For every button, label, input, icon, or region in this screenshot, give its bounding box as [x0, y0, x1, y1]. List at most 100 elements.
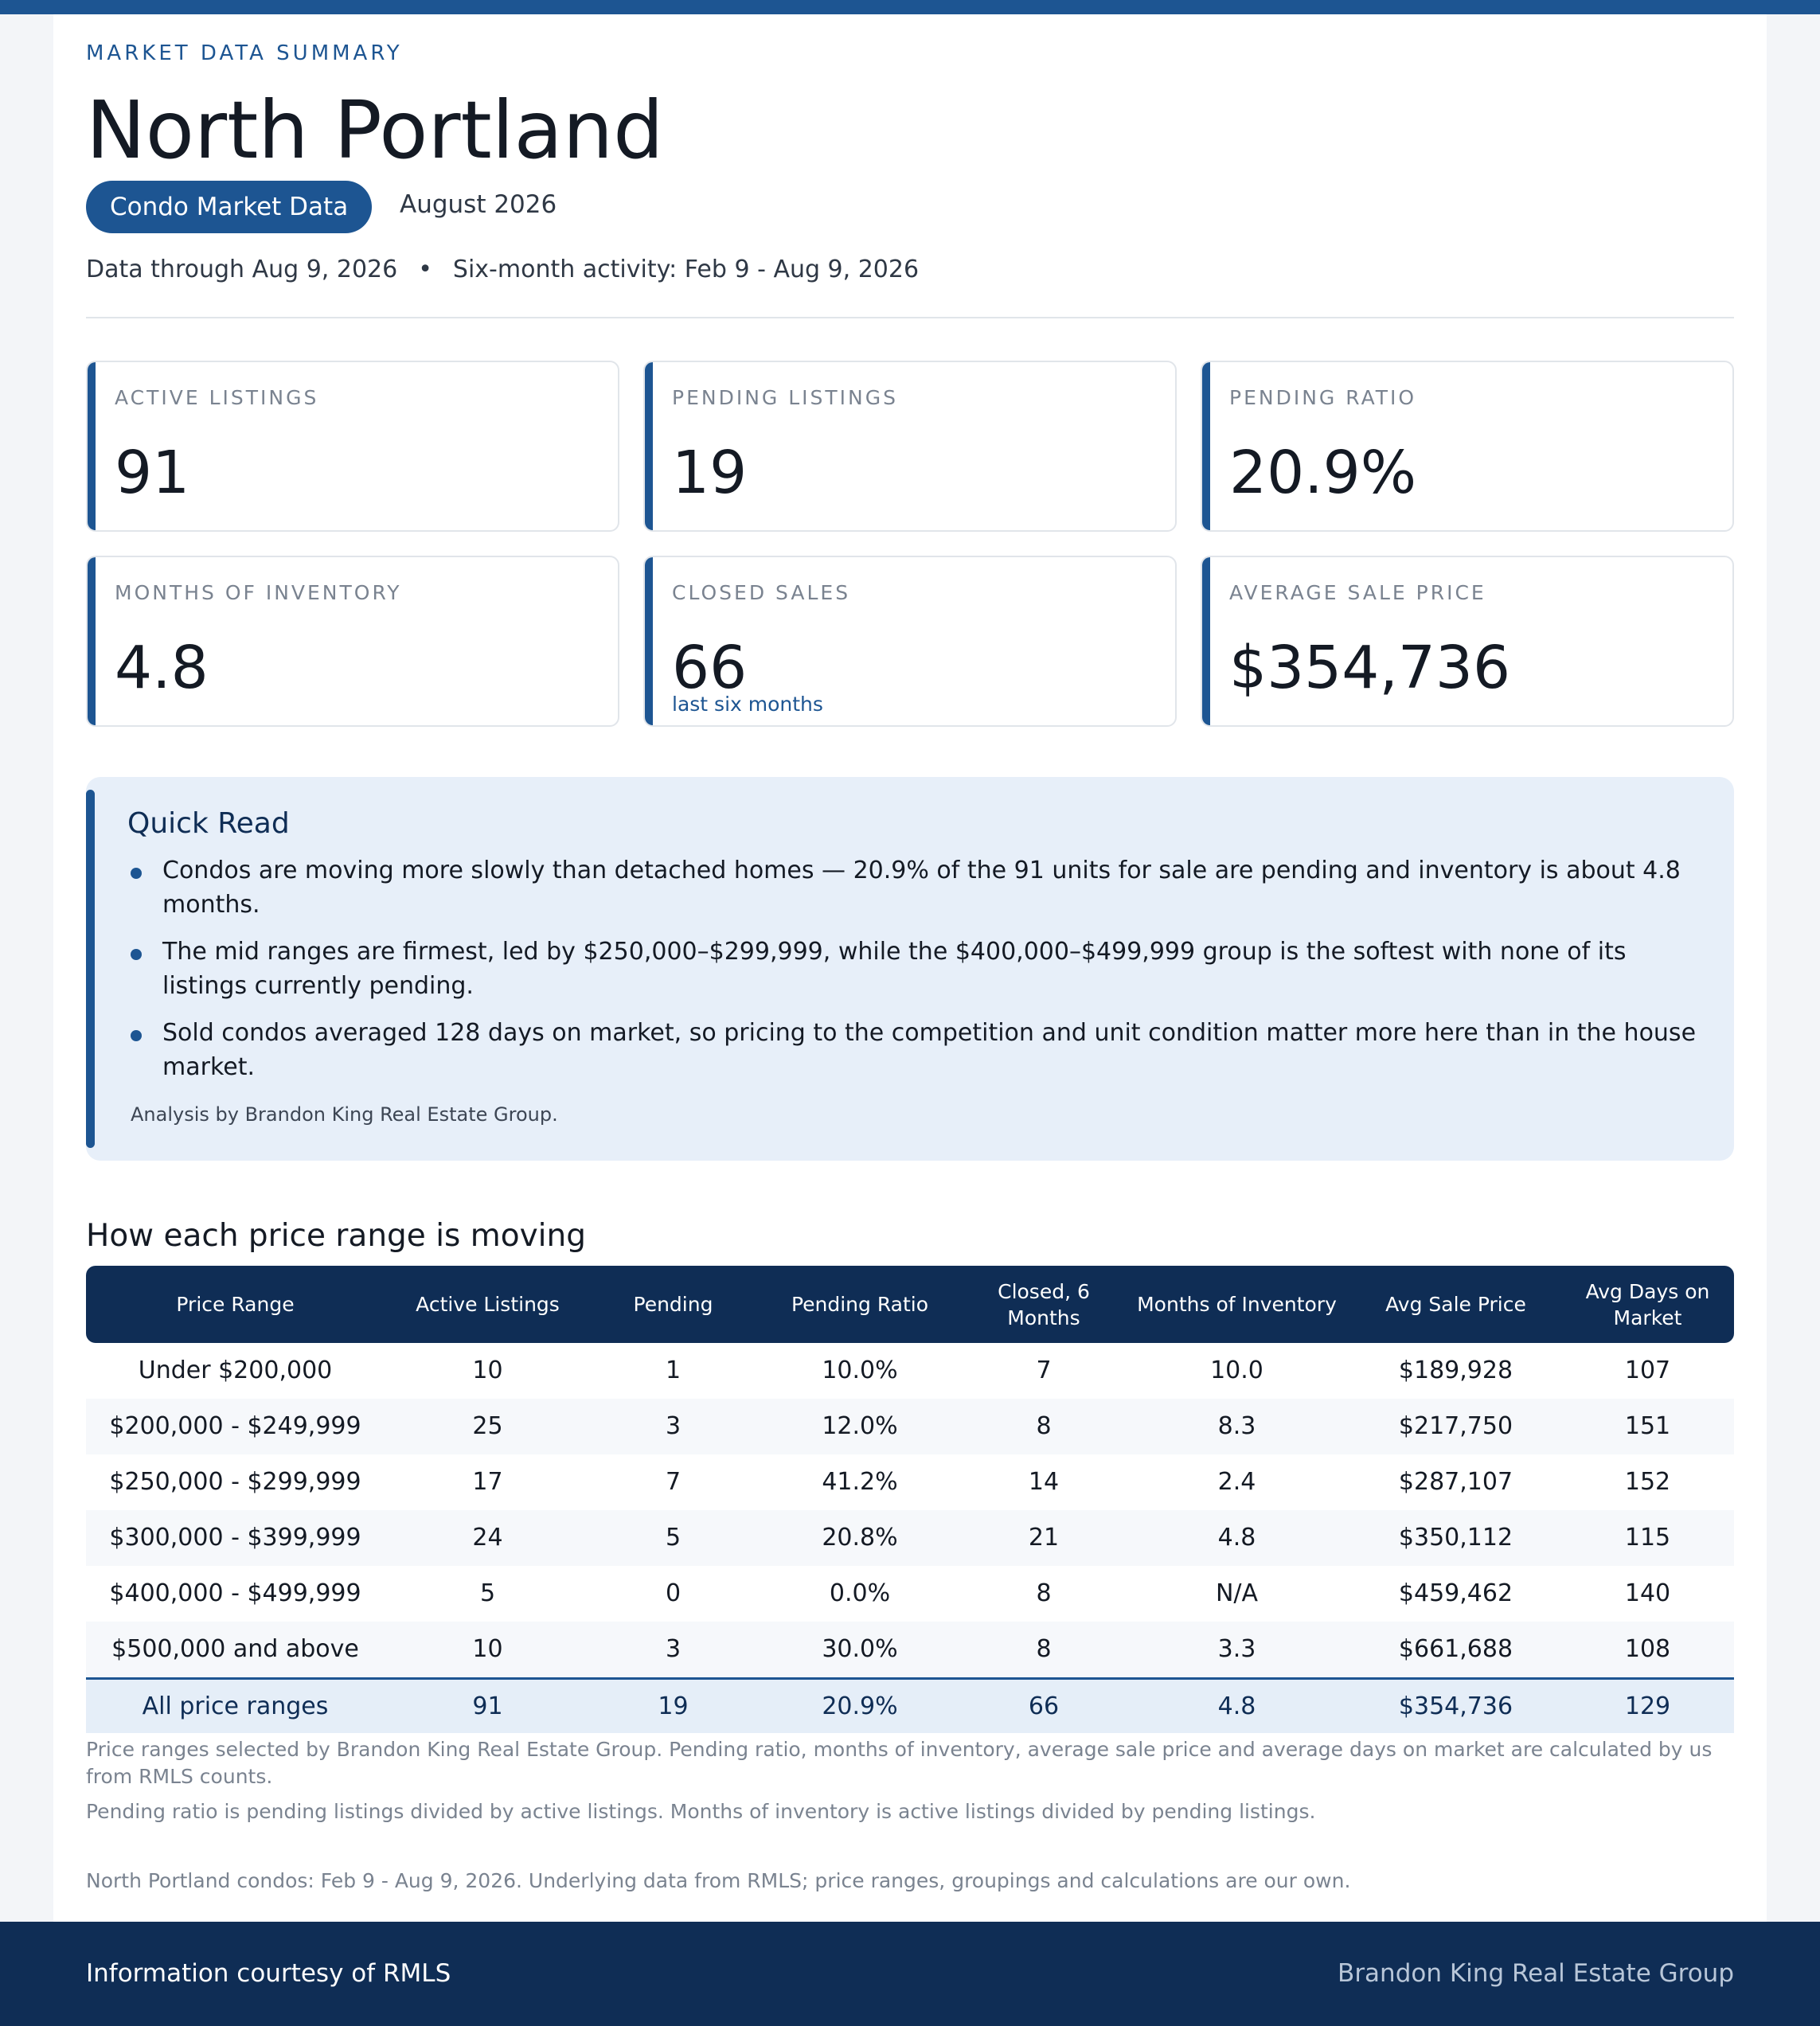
stat-value: 91 [115, 439, 190, 507]
stat-note: last six months [672, 693, 823, 716]
table-cell: $459,462 [1398, 1579, 1513, 1607]
footer-attribution: Information courtesy of RMLS [86, 1959, 451, 1988]
quick-read-accent [86, 790, 95, 1148]
table-row: $500,000 and above 10 3 30.0% 8 3.3 $661… [86, 1622, 1734, 1677]
table-footnote: Pending ratio is pending listings divide… [86, 1800, 1316, 1823]
column-header: Months of Inventory [1137, 1293, 1337, 1316]
table-cell: $217,750 [1398, 1412, 1513, 1440]
stat-value: 4.8 [115, 634, 209, 702]
table-cell: Under $200,000 [138, 1357, 333, 1384]
table-cell: 152 [1624, 1468, 1671, 1496]
table-cell: 140 [1624, 1579, 1671, 1607]
table-cell: 115 [1624, 1524, 1671, 1552]
report-period: August 2026 [400, 190, 557, 219]
list-item-text: The mid ranges are firmest, led by $250,… [162, 938, 1627, 1000]
list-item-text: Sold condos averaged 128 days on market,… [162, 1019, 1697, 1081]
table-cell: $354,736 [1398, 1692, 1513, 1720]
list-item: Sold condos averaged 128 days on market,… [127, 1016, 1712, 1084]
table-cell: 151 [1624, 1412, 1671, 1440]
bullet-dot-icon [131, 1030, 142, 1041]
table-cell: 19 [658, 1692, 689, 1720]
table-cell: 4.8 [1217, 1524, 1256, 1552]
table-row: $400,000 - $499,999 5 0 0.0% 8 N/A $459,… [86, 1566, 1734, 1622]
data-through-text: Data through Aug 9, 2026 [86, 256, 398, 283]
stat-value: 20.9% [1229, 439, 1417, 507]
table-cell: 107 [1624, 1357, 1671, 1384]
table-cell: 17 [472, 1468, 503, 1496]
bullet-dot-icon [131, 868, 142, 879]
table-cell: 129 [1624, 1692, 1671, 1720]
stat-card-pending-ratio: PENDING RATIO 20.9% [1201, 361, 1734, 532]
eyebrow-label: MARKET DATA SUMMARY [86, 41, 403, 65]
table-cell: 21 [1028, 1524, 1060, 1552]
table-cell: 0.0% [829, 1579, 891, 1607]
column-header: Pending [633, 1293, 713, 1316]
table-cell: 3.3 [1217, 1635, 1256, 1663]
table-total-row: All price ranges 91 19 20.9% 66 4.8 $354… [86, 1677, 1734, 1733]
table-cell: 91 [472, 1692, 503, 1720]
column-header: Active Listings [416, 1293, 560, 1316]
quick-read-panel: Quick Read Condos are moving more slowly… [86, 777, 1734, 1161]
table-cell: $250,000 - $299,999 [109, 1468, 361, 1496]
table-cell: 8 [1036, 1412, 1052, 1440]
table-cell: 108 [1624, 1635, 1671, 1663]
table-cell: 7 [1036, 1357, 1052, 1384]
table-heading: How each price range is moving [86, 1218, 586, 1254]
quick-read-list: Condos are moving more slowly than detac… [127, 853, 1712, 1097]
table-cell: $400,000 - $499,999 [109, 1579, 361, 1607]
price-range-table: Price Range Active Listings Pending Pend… [86, 1266, 1734, 1733]
table-footnote: Price ranges selected by Brandon King Re… [86, 1738, 1713, 1788]
table-cell: 5 [479, 1579, 496, 1607]
table-cell: 3 [665, 1412, 682, 1440]
table-cell: 2.4 [1217, 1468, 1256, 1496]
list-item-text: Condos are moving more slowly than detac… [162, 857, 1681, 919]
table-cell: 12.0% [822, 1412, 898, 1440]
table-cell: $661,688 [1398, 1635, 1513, 1663]
table-cell: 0 [665, 1579, 682, 1607]
stat-label: MONTHS OF INVENTORY [115, 581, 402, 604]
table-cell: $350,112 [1398, 1524, 1513, 1552]
list-item: The mid ranges are firmest, led by $250,… [127, 935, 1712, 1003]
stat-label: AVERAGE SALE PRICE [1229, 581, 1486, 604]
table-cell: 7 [665, 1468, 682, 1496]
column-header: Price Range [176, 1293, 295, 1316]
table-cell: $500,000 and above [111, 1635, 359, 1663]
column-header: Avg Days on Market [1585, 1279, 1710, 1329]
table-row: $200,000 - $249,999 25 3 12.0% 8 8.3 $21… [86, 1399, 1734, 1454]
top-accent-bar [0, 0, 1820, 14]
table-cell: 8.3 [1217, 1412, 1256, 1440]
category-pill: Condo Market Data [86, 181, 373, 233]
table-cell: $300,000 - $399,999 [109, 1524, 361, 1552]
table-cell: 25 [472, 1412, 503, 1440]
six-month-text: Six-month activity: Feb 9 - Aug 9, 2026 [452, 256, 920, 283]
list-item: Condos are moving more slowly than detac… [127, 853, 1712, 922]
stat-card-months-of-inventory: MONTHS OF INVENTORY 4.8 [86, 556, 619, 727]
table-row: Under $200,000 10 1 10.0% 7 10.0 $189,92… [86, 1343, 1734, 1399]
column-header: Closed, 6 Months [998, 1279, 1090, 1329]
table-cell: 3 [665, 1635, 682, 1663]
table-cell: N/A [1215, 1579, 1259, 1607]
bullet-dot-icon [131, 949, 142, 960]
stat-label: PENDING LISTINGS [672, 386, 898, 409]
table-cell: 14 [1028, 1468, 1060, 1496]
table-cell: 10 [472, 1635, 503, 1663]
quick-read-heading: Quick Read [127, 807, 290, 840]
table-cell: $287,107 [1398, 1468, 1513, 1496]
stat-card-closed-sales: CLOSED SALES 66 last six months [643, 556, 1177, 727]
table-cell: $189,928 [1398, 1357, 1513, 1384]
table-cell: 10.0 [1210, 1357, 1263, 1384]
source-note: North Portland condos: Feb 9 - Aug 9, 20… [86, 1869, 1351, 1892]
table-cell: 1 [665, 1357, 682, 1384]
bullet-separator: • [418, 256, 432, 283]
table-row: $250,000 - $299,999 17 7 41.2% 14 2.4 $2… [86, 1454, 1734, 1510]
report-sheet: MARKET DATA SUMMARY North Portland Condo… [53, 14, 1767, 1922]
header-divider [86, 317, 1734, 318]
page-footer: Information courtesy of RMLS Brandon Kin… [0, 1922, 1820, 2026]
table-cell: 8 [1036, 1579, 1052, 1607]
table-header: Price Range Active Listings Pending Pend… [86, 1266, 1734, 1343]
table-row: $300,000 - $399,999 24 5 20.8% 21 4.8 $3… [86, 1510, 1734, 1566]
stat-card-active-listings: ACTIVE LISTINGS 91 [86, 361, 619, 532]
table-cell: $200,000 - $249,999 [109, 1412, 361, 1440]
stat-value: 19 [672, 439, 748, 507]
stat-label: ACTIVE LISTINGS [115, 386, 319, 409]
